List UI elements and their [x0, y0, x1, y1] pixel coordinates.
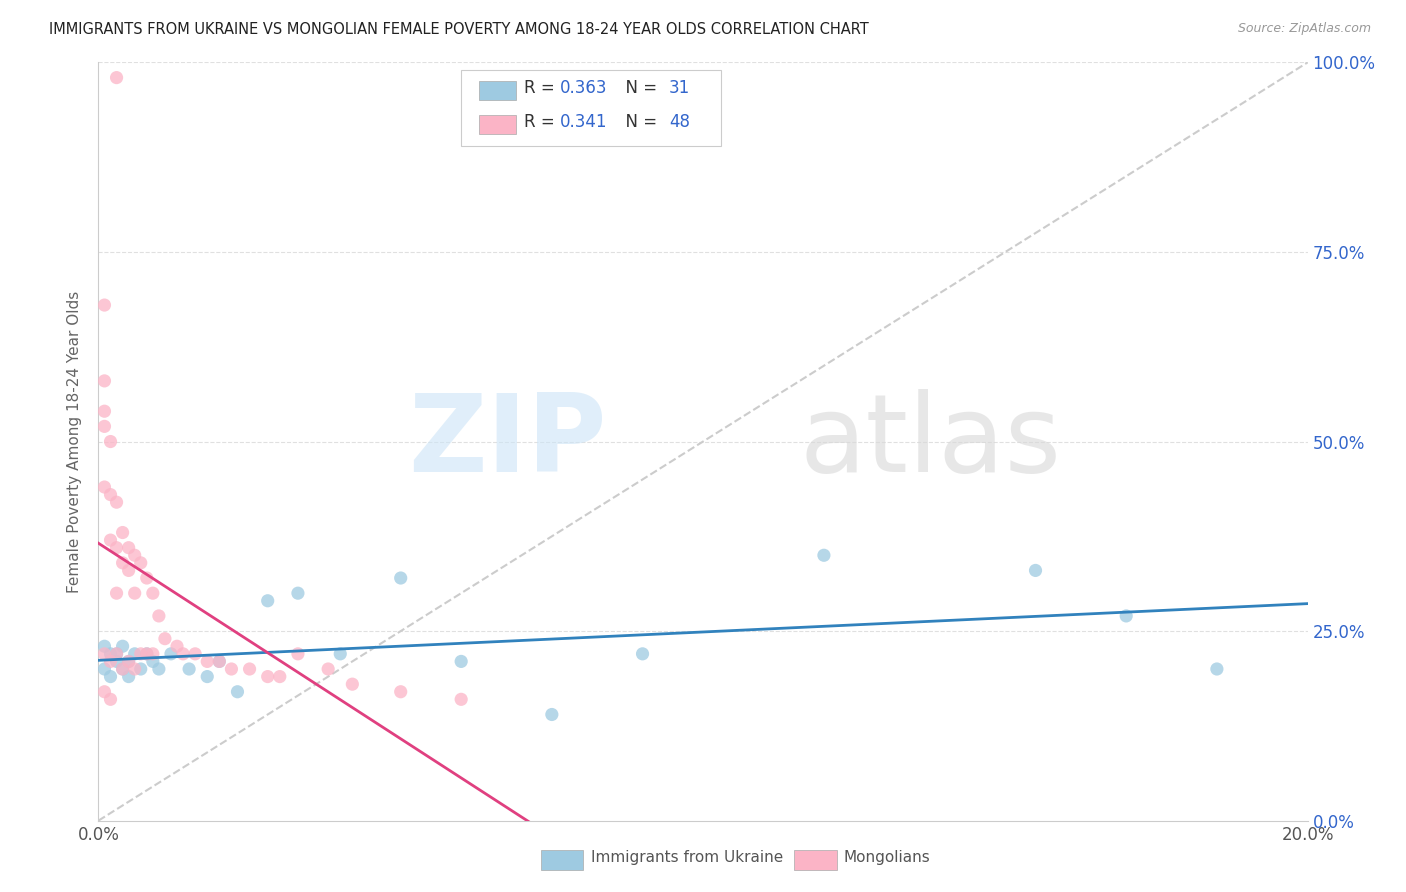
Text: atlas: atlas — [800, 389, 1062, 494]
Point — [450, 655, 472, 669]
Point — [172, 647, 194, 661]
Point — [118, 564, 141, 578]
Text: IMMIGRANTS FROM UKRAINE VS MONGOLIAN FEMALE POVERTY AMONG 18-24 YEAR OLDS CORREL: IMMIGRANTS FROM UKRAINE VS MONGOLIAN FEM… — [49, 22, 869, 37]
Point — [256, 594, 278, 608]
Point — [100, 434, 122, 449]
Point — [93, 374, 115, 388]
Bar — [479, 80, 516, 100]
Point — [287, 586, 309, 600]
Point — [1115, 608, 1137, 623]
Point — [256, 669, 278, 683]
Point — [105, 655, 128, 669]
Text: 31: 31 — [669, 79, 690, 97]
Point — [1024, 564, 1046, 578]
Text: 48: 48 — [669, 113, 690, 131]
Point — [166, 639, 188, 653]
Point — [100, 647, 122, 661]
Point — [118, 669, 141, 683]
Point — [135, 571, 157, 585]
Point — [184, 647, 207, 661]
Point — [195, 655, 218, 669]
Text: N =: N = — [614, 113, 662, 131]
Point — [813, 548, 835, 563]
Point — [100, 487, 122, 501]
Point — [100, 655, 122, 669]
Text: Mongolians: Mongolians — [844, 850, 931, 865]
Text: 0.341: 0.341 — [561, 113, 607, 131]
Point — [100, 669, 122, 683]
Text: N =: N = — [614, 79, 662, 97]
Point — [105, 70, 128, 85]
Point — [269, 669, 291, 683]
Point — [105, 647, 128, 661]
Point — [93, 662, 115, 676]
Point — [316, 662, 339, 676]
Point — [208, 655, 231, 669]
Point — [148, 662, 170, 676]
Point — [160, 647, 183, 661]
Point — [105, 586, 128, 600]
Point — [135, 647, 157, 661]
Point — [111, 662, 134, 676]
Point — [118, 655, 141, 669]
FancyBboxPatch shape — [461, 70, 721, 145]
Point — [389, 571, 412, 585]
Text: Source: ZipAtlas.com: Source: ZipAtlas.com — [1237, 22, 1371, 36]
Point — [129, 647, 152, 661]
Point — [111, 662, 134, 676]
Point — [93, 639, 115, 653]
Point — [100, 692, 122, 706]
Point — [329, 647, 352, 661]
Point — [142, 586, 165, 600]
Point — [118, 541, 141, 555]
Point — [221, 662, 243, 676]
Point — [93, 298, 115, 312]
Y-axis label: Female Poverty Among 18-24 Year Olds: Female Poverty Among 18-24 Year Olds — [67, 291, 83, 592]
Point — [93, 685, 115, 699]
Point — [135, 647, 157, 661]
Point — [389, 685, 412, 699]
Point — [93, 480, 115, 494]
Point — [124, 662, 146, 676]
Point — [142, 655, 165, 669]
Point — [195, 669, 218, 683]
Text: 0.363: 0.363 — [561, 79, 607, 97]
Point — [105, 495, 128, 509]
Point — [118, 655, 141, 669]
Point — [142, 647, 165, 661]
Text: R =: R = — [524, 79, 560, 97]
Point — [631, 647, 654, 661]
Point — [111, 639, 134, 653]
Point — [111, 525, 134, 540]
Point — [129, 662, 152, 676]
Point — [148, 608, 170, 623]
Point — [93, 404, 115, 418]
Point — [287, 647, 309, 661]
Text: R =: R = — [524, 113, 560, 131]
Point — [153, 632, 176, 646]
Text: ZIP: ZIP — [408, 389, 606, 494]
Point — [93, 647, 115, 661]
Text: Immigrants from Ukraine: Immigrants from Ukraine — [591, 850, 783, 865]
Point — [450, 692, 472, 706]
Point — [93, 419, 115, 434]
Point — [105, 541, 128, 555]
Point — [540, 707, 562, 722]
Point — [179, 662, 201, 676]
Point — [100, 533, 122, 548]
Point — [124, 586, 146, 600]
Point — [124, 548, 146, 563]
Bar — [479, 115, 516, 135]
Point — [239, 662, 262, 676]
Point — [226, 685, 249, 699]
Point — [129, 556, 152, 570]
Point — [124, 647, 146, 661]
Point — [342, 677, 364, 691]
Point — [1206, 662, 1229, 676]
Point — [105, 647, 128, 661]
Point — [111, 556, 134, 570]
Point — [208, 655, 231, 669]
